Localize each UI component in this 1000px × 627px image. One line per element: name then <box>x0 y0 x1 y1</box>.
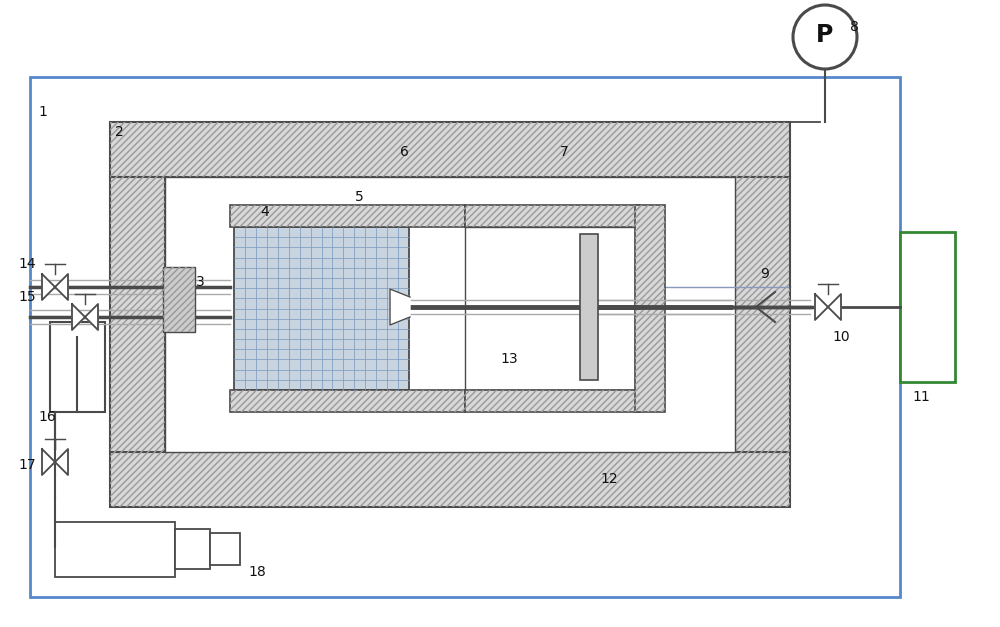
Text: 2: 2 <box>115 125 124 139</box>
Bar <box>900 232 955 382</box>
Bar <box>465 205 640 227</box>
Text: 16: 16 <box>38 410 56 424</box>
Text: 18: 18 <box>248 565 266 579</box>
Bar <box>635 205 665 412</box>
Bar <box>163 267 195 332</box>
Bar <box>465 227 635 390</box>
Text: 13: 13 <box>500 352 518 366</box>
Bar <box>465 205 640 227</box>
Bar <box>735 177 790 452</box>
Text: 7: 7 <box>560 145 569 159</box>
Polygon shape <box>42 449 68 475</box>
Polygon shape <box>72 304 98 330</box>
Bar <box>230 390 465 412</box>
Text: 12: 12 <box>600 472 618 486</box>
Text: P: P <box>816 23 834 47</box>
Text: 5: 5 <box>355 190 364 204</box>
Text: 10: 10 <box>832 330 850 344</box>
Bar <box>110 452 790 507</box>
Bar <box>465 390 640 412</box>
Bar <box>230 390 465 412</box>
Text: 15: 15 <box>18 290 36 304</box>
Text: 8: 8 <box>850 20 859 34</box>
Text: 17: 17 <box>18 458 36 472</box>
Bar <box>110 177 165 452</box>
Text: 9: 9 <box>760 267 769 281</box>
Text: 11: 11 <box>912 390 930 404</box>
Bar <box>465 390 640 412</box>
Text: 1: 1 <box>38 105 47 119</box>
Text: 4: 4 <box>260 205 269 219</box>
Bar <box>230 205 465 227</box>
Bar <box>230 205 465 227</box>
Text: 6: 6 <box>400 145 409 159</box>
Polygon shape <box>42 274 68 300</box>
Bar <box>635 205 665 412</box>
Bar <box>234 227 409 390</box>
Polygon shape <box>390 289 410 325</box>
Bar <box>30 77 900 597</box>
Bar <box>163 267 195 332</box>
Bar <box>110 122 790 177</box>
Bar <box>210 533 240 565</box>
Bar <box>110 177 165 452</box>
Circle shape <box>793 5 857 69</box>
Text: 3: 3 <box>196 275 205 289</box>
Bar <box>165 177 735 452</box>
Bar <box>110 122 790 177</box>
Bar <box>735 177 790 452</box>
Bar <box>110 452 790 507</box>
Bar <box>55 522 175 577</box>
Bar <box>50 322 105 412</box>
Text: 14: 14 <box>18 257 36 271</box>
Polygon shape <box>815 294 841 320</box>
Bar <box>580 234 598 380</box>
Bar <box>175 529 210 569</box>
